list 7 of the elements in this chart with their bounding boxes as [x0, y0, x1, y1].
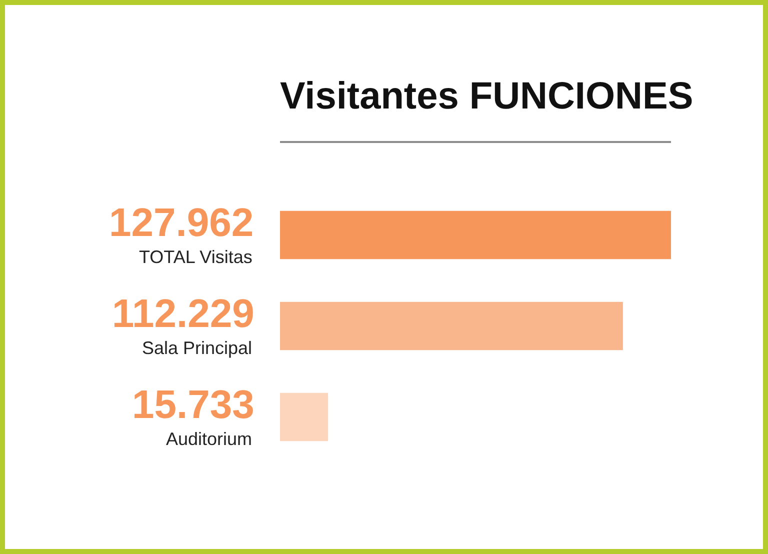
data-label: 127.962 — [109, 201, 254, 245]
data-label: 112.229 — [112, 292, 254, 336]
data-label: 15.733 — [132, 383, 254, 427]
y-tick-label: Auditorium — [166, 429, 252, 449]
chart-title: Visitantes FUNCIONES — [280, 75, 694, 118]
y-tick-label: Sala Principal — [142, 338, 252, 358]
y-tick-label: TOTAL Visitas — [139, 247, 252, 267]
